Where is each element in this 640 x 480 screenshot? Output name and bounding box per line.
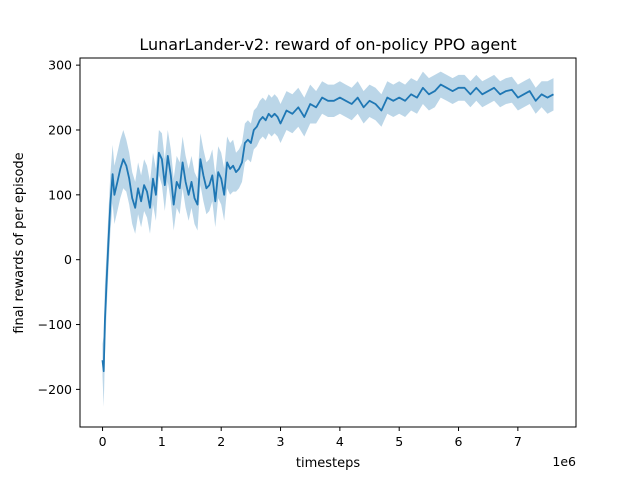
x-tick-label: 6 [455, 434, 463, 449]
y-tick-label: 100 [48, 187, 72, 202]
y-tick-label: 200 [48, 122, 72, 137]
x-tick-label: 3 [277, 434, 285, 449]
x-tick-label: 4 [336, 434, 344, 449]
y-tick-label: 300 [48, 58, 72, 73]
plot-area [101, 71, 554, 407]
spread-band [102, 71, 554, 407]
y-tick-label: 0 [64, 252, 72, 267]
x-tick-label: 5 [395, 434, 403, 449]
x-tick-label: 7 [514, 434, 522, 449]
x-tick-label: 1 [158, 434, 166, 449]
x-tick-label: 0 [99, 434, 107, 449]
y-axis-label: final rewards of per episode [12, 152, 27, 333]
x-axis: 0 1 2 3 4 5 6 7 [99, 427, 522, 449]
x-axis-label: timesteps [296, 456, 360, 471]
y-tick-label: −200 [38, 382, 72, 397]
y-tick-label: −100 [38, 317, 72, 332]
reward-line [101, 83, 554, 373]
x-axis-offset-label: 1e6 [552, 454, 576, 469]
y-axis: −200 −100 0 100 200 300 [38, 58, 80, 397]
axes-frame [79, 57, 577, 428]
chart-title: LunarLander-v2: reward of on-policy PPO … [139, 35, 516, 54]
x-tick-label: 2 [217, 434, 225, 449]
